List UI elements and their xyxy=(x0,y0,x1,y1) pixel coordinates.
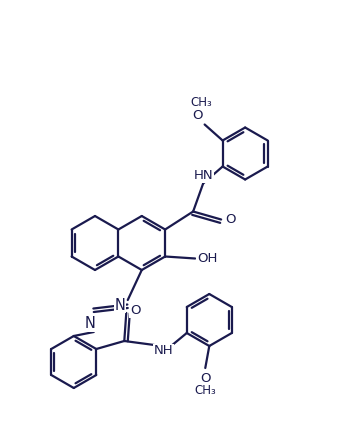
Text: O: O xyxy=(200,371,211,385)
Text: N: N xyxy=(114,297,125,313)
Text: O: O xyxy=(225,213,235,226)
Text: CH₃: CH₃ xyxy=(194,385,216,397)
Text: N: N xyxy=(84,317,95,331)
Text: OH: OH xyxy=(197,252,217,265)
Text: O: O xyxy=(192,109,203,122)
Text: O: O xyxy=(130,305,141,317)
Text: CH₃: CH₃ xyxy=(191,96,212,109)
Text: HN: HN xyxy=(193,169,213,182)
Text: NH: NH xyxy=(154,345,173,357)
